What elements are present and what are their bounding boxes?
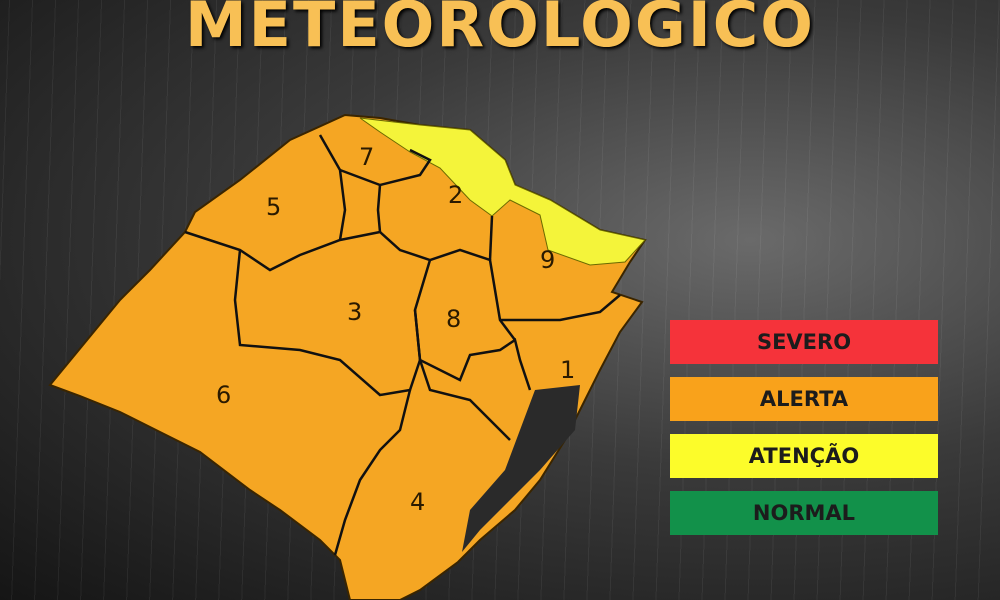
- alert-legend: SEVERO ALERTA ATENÇÃO NORMAL: [670, 320, 938, 548]
- svg-text:7: 7: [359, 143, 374, 171]
- legend-atencao: ATENÇÃO: [670, 434, 938, 478]
- legend-normal: NORMAL: [670, 491, 938, 535]
- region-borders: [184, 134, 621, 556]
- svg-text:5: 5: [266, 193, 281, 221]
- legend-severo: SEVERO: [670, 320, 938, 364]
- state-outline: [48, 113, 647, 600]
- svg-text:2: 2: [448, 181, 463, 209]
- svg-text:1: 1: [560, 356, 575, 384]
- lagoon: [462, 385, 580, 552]
- svg-text:8: 8: [446, 305, 461, 333]
- attention-zone: [359, 117, 646, 266]
- svg-text:4: 4: [410, 488, 425, 516]
- region-labels: 1 2 3 4 5 6 7 8 9: [216, 143, 575, 516]
- svg-text:6: 6: [216, 381, 231, 409]
- page-title: METEOROLÓGICO: [184, 0, 815, 61]
- svg-text:9: 9: [540, 246, 555, 274]
- svg-text:3: 3: [347, 298, 362, 326]
- legend-alerta: ALERTA: [670, 377, 938, 421]
